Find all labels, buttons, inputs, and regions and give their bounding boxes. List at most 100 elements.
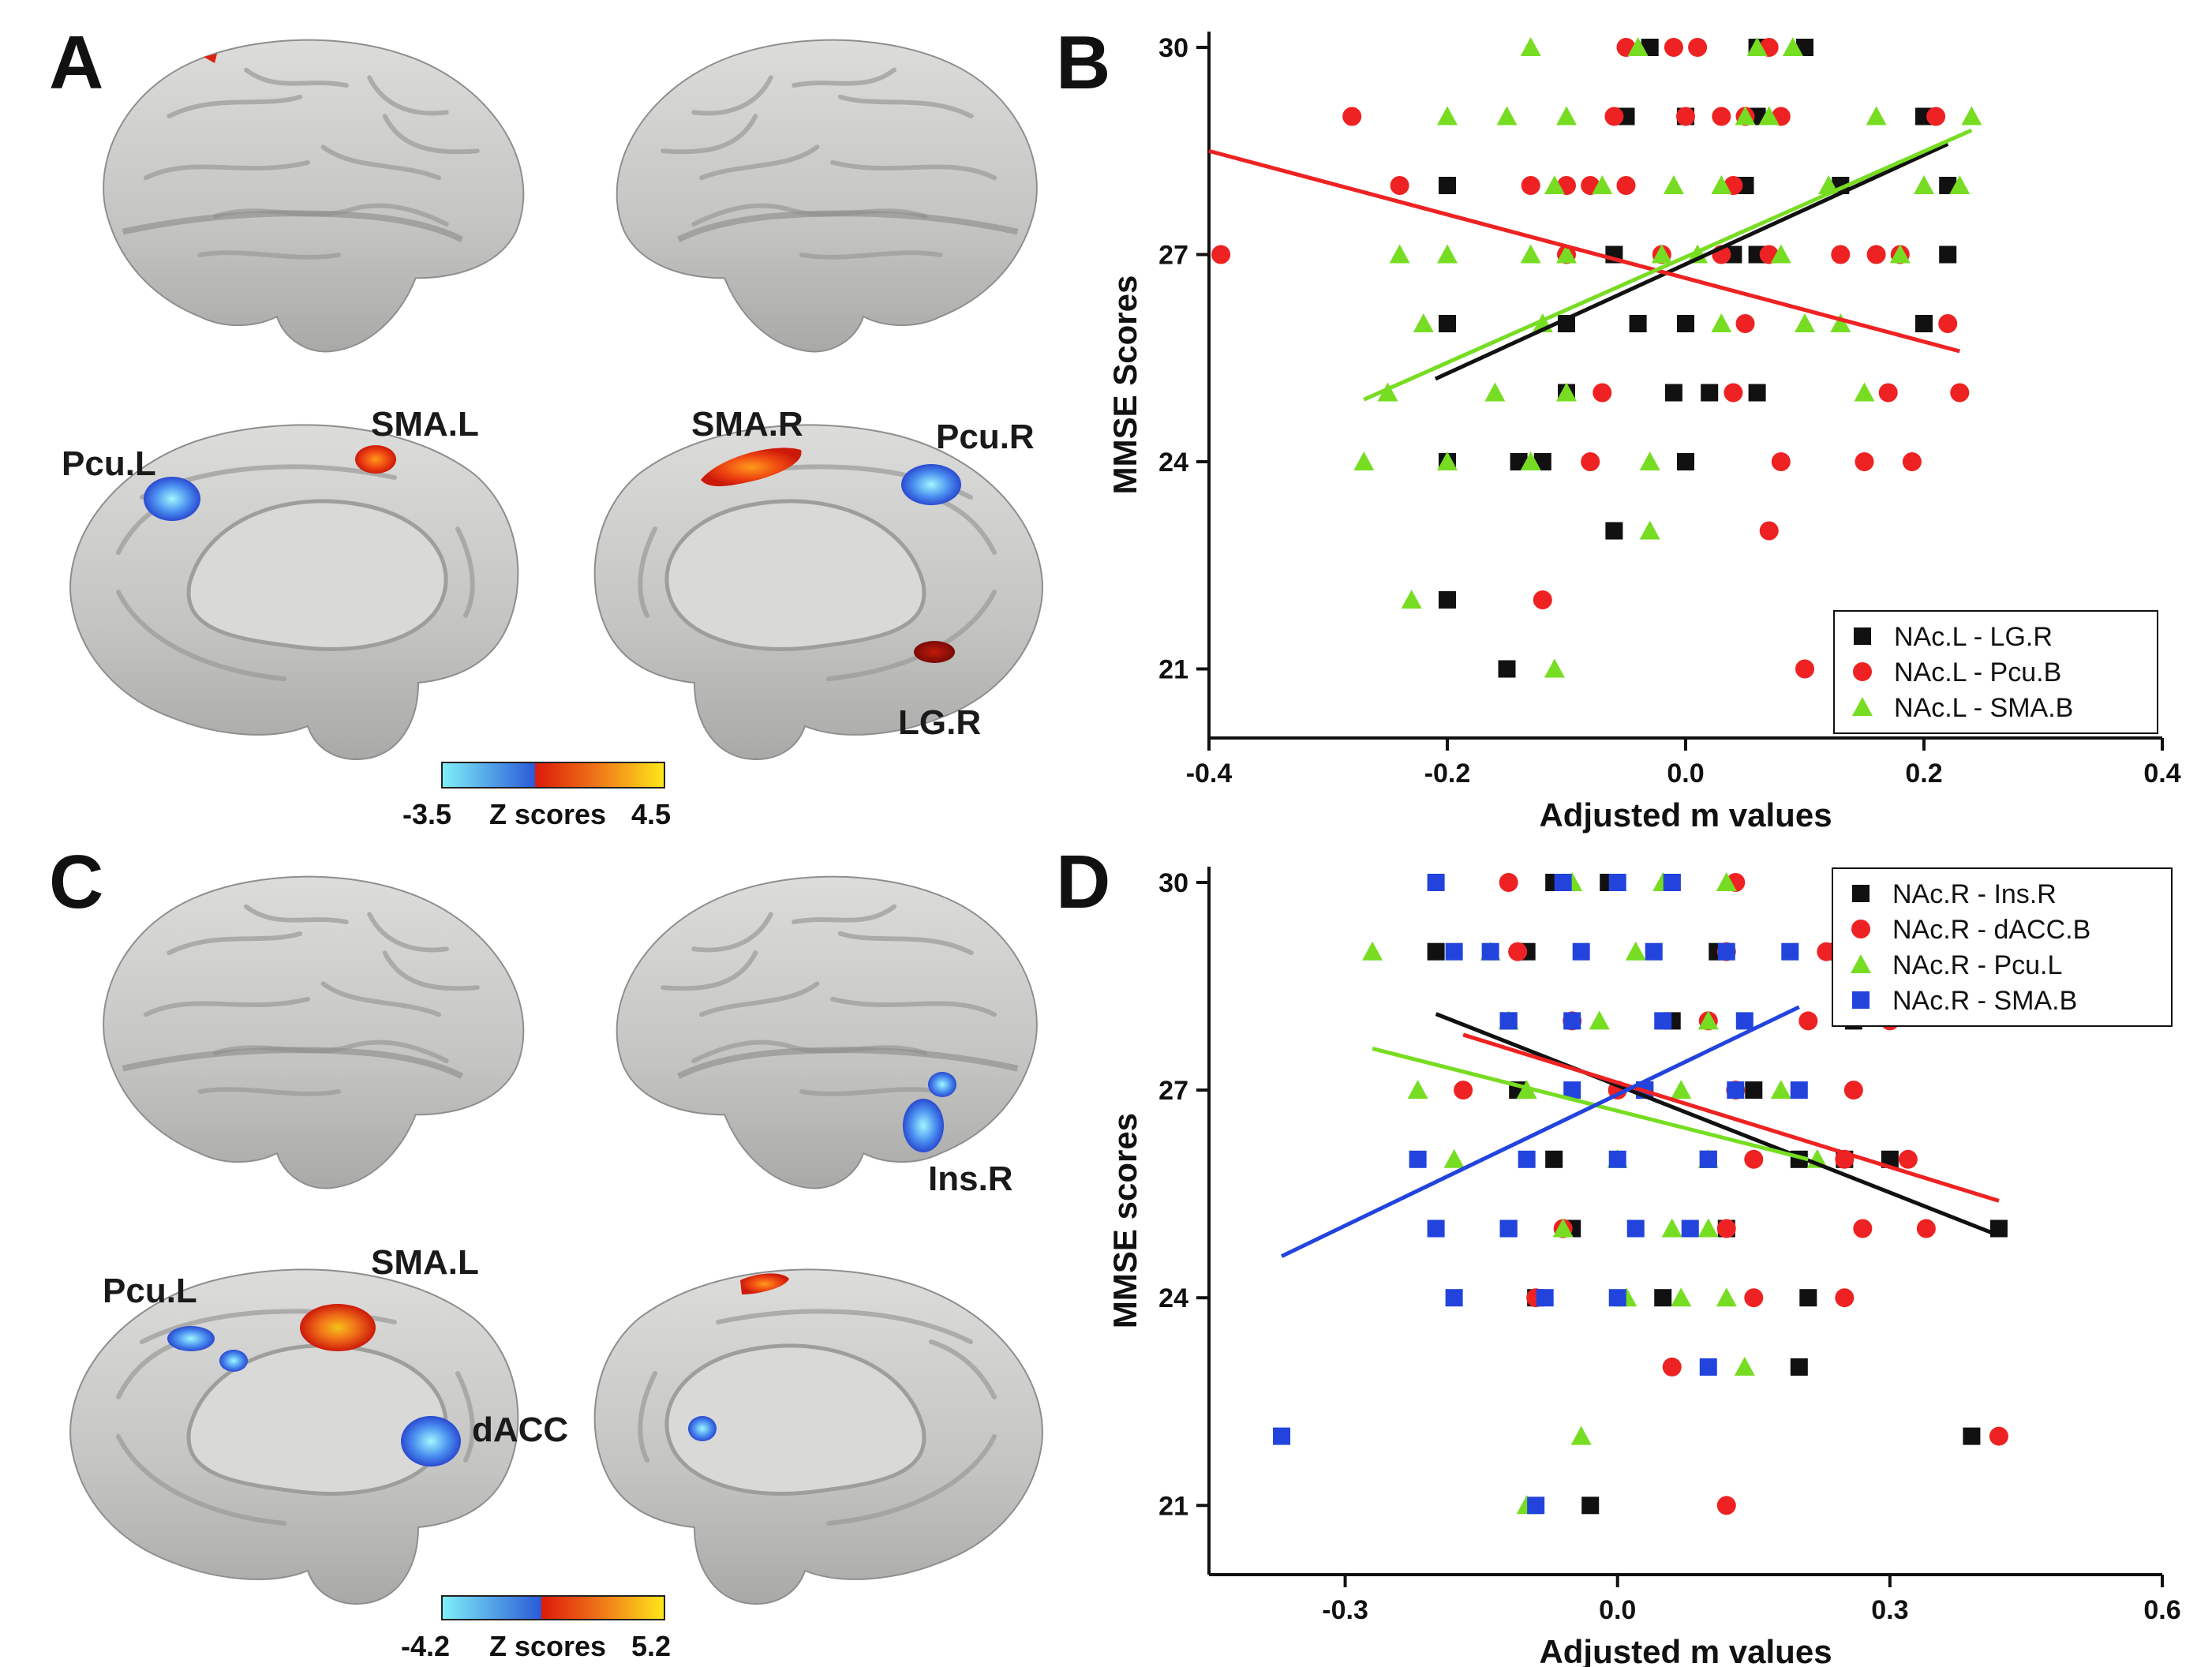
- legend-box: [1832, 867, 2173, 1027]
- data-point: [1711, 313, 1732, 332]
- data-point: [1915, 315, 1933, 332]
- series-0: [1439, 39, 1957, 678]
- data-point: [1651, 244, 1672, 264]
- colorbar-c-max: 5.2: [631, 1630, 671, 1662]
- label-pcu-l-a: Pcu.L: [62, 444, 156, 483]
- data-point: [1782, 37, 1803, 56]
- data-point: [1745, 1081, 1763, 1099]
- data-point: [1645, 942, 1663, 961]
- data-point: [1716, 1287, 1737, 1307]
- y-tick-label: 30: [1158, 868, 1188, 898]
- data-point: [1771, 452, 1791, 471]
- data-point: [1556, 244, 1577, 264]
- data-point: [1544, 175, 1565, 194]
- data-point: [1817, 942, 1836, 961]
- data-point: [1627, 37, 1649, 56]
- data-point: [1439, 591, 1456, 609]
- data-point: [1830, 313, 1851, 332]
- brain-a-lateral-right: [617, 40, 1037, 352]
- data-point: [1716, 872, 1737, 891]
- series-1: [1211, 38, 1970, 679]
- cluster-sma-r-c: [740, 1273, 789, 1294]
- data-point: [1711, 175, 1732, 194]
- data-point: [1626, 1219, 1645, 1238]
- panel-letter-d: D: [1056, 840, 1110, 924]
- colorbar-c-title: Z scores: [489, 1630, 606, 1662]
- colorbar-a-positive: [535, 762, 664, 788]
- legend-label: NAc.L - Pcu.B: [1894, 657, 2061, 687]
- data-point: [1854, 382, 1875, 402]
- data-point: [1727, 1081, 1745, 1099]
- brain-c-medial-right: [595, 1269, 1042, 1603]
- colorbar-c-negative: [442, 1596, 541, 1620]
- fit-line: [1208, 148, 1960, 354]
- label-pcu-l-c: Pcu.L: [103, 1272, 197, 1310]
- data-point: [1533, 590, 1552, 609]
- data-point: [1746, 37, 1768, 56]
- panel-a: A Pcu.L SMA.L SMA.R Pcu.R LG.R -3.5 Z sc…: [49, 21, 1042, 830]
- data-point: [1662, 1357, 1682, 1377]
- data-point: [1676, 107, 1695, 126]
- cluster-dacc-r-c: [688, 1416, 717, 1441]
- data-point: [1508, 942, 1528, 961]
- legend-label: NAc.R - SMA.B: [1892, 986, 2077, 1016]
- label-ins-r-c: Ins.R: [928, 1159, 1013, 1198]
- cluster-pcu-r-a: [901, 464, 961, 505]
- data-point: [1499, 1219, 1518, 1238]
- data-point: [1770, 244, 1791, 264]
- y-tick-label: 21: [1158, 1491, 1188, 1521]
- data-point: [1445, 942, 1463, 961]
- colorbar-c-positive: [541, 1596, 664, 1620]
- data-point: [1926, 107, 1946, 126]
- colorbar-c-frame: [441, 1595, 665, 1620]
- brain-a-activation-top: [204, 54, 217, 63]
- x-tick-label: 0.0: [1599, 1595, 1636, 1625]
- data-point: [1939, 245, 1957, 264]
- legend-label: NAc.L - SMA.B: [1894, 693, 2073, 723]
- legend: NAc.L - LG.R NAc.L - Pcu.B NAc.L - SMA.B: [1833, 610, 2158, 734]
- data-point: [1389, 244, 1410, 264]
- data-point: [1661, 1218, 1682, 1238]
- y-tick-label: 27: [1158, 1076, 1188, 1106]
- x-tick-label: -0.2: [1424, 759, 1471, 789]
- y-axis-title: MMSE scores: [1106, 1113, 1143, 1328]
- y-tick-label: 24: [1158, 1283, 1188, 1313]
- x-tick-label: -0.4: [1186, 759, 1233, 789]
- cluster-sma-l-c: [300, 1304, 376, 1351]
- data-point: [1663, 874, 1681, 891]
- label-dacc-c: dACC: [472, 1410, 568, 1449]
- data-point: [1798, 1011, 1818, 1031]
- fit-line: [1372, 1047, 1809, 1162]
- fit-line: [1434, 142, 1949, 381]
- label-lg-r-a: LG.R: [898, 703, 981, 742]
- cluster-ins-r-c: [903, 1099, 944, 1152]
- data-point: [1427, 1219, 1445, 1238]
- data-point: [1699, 1358, 1717, 1376]
- data-point: [1563, 1081, 1581, 1099]
- data-point: [1866, 245, 1886, 264]
- data-point: [1608, 874, 1626, 891]
- data-point: [1520, 37, 1541, 56]
- data-point: [1902, 452, 1922, 471]
- data-point: [1342, 107, 1362, 126]
- colorbar-c-min: -4.2: [401, 1630, 450, 1662]
- data-point: [1914, 175, 1934, 194]
- data-point: [1717, 942, 1735, 961]
- data-point: [1639, 451, 1660, 470]
- data-point: [1697, 1218, 1719, 1238]
- x-axis-title: Adjusted m values: [1539, 796, 1832, 834]
- x-tick-label: 0.4: [2143, 759, 2180, 789]
- data-point: [1795, 659, 1814, 679]
- data-point: [1427, 874, 1445, 891]
- data-point: [1581, 452, 1600, 471]
- colorbar-c: -4.2 Z scores 5.2: [401, 1595, 671, 1662]
- legend-label: NAc.L - LG.R: [1894, 622, 2053, 652]
- data-point: [1677, 315, 1694, 332]
- data-point: [1520, 451, 1541, 470]
- x-tick-label: 0.6: [2143, 1595, 2180, 1625]
- data-point: [1496, 106, 1518, 125]
- cluster-pcu-l-c: [167, 1326, 215, 1351]
- legend-marker: [1853, 662, 1872, 681]
- data-point: [1677, 453, 1694, 470]
- data-point: [1949, 175, 1971, 194]
